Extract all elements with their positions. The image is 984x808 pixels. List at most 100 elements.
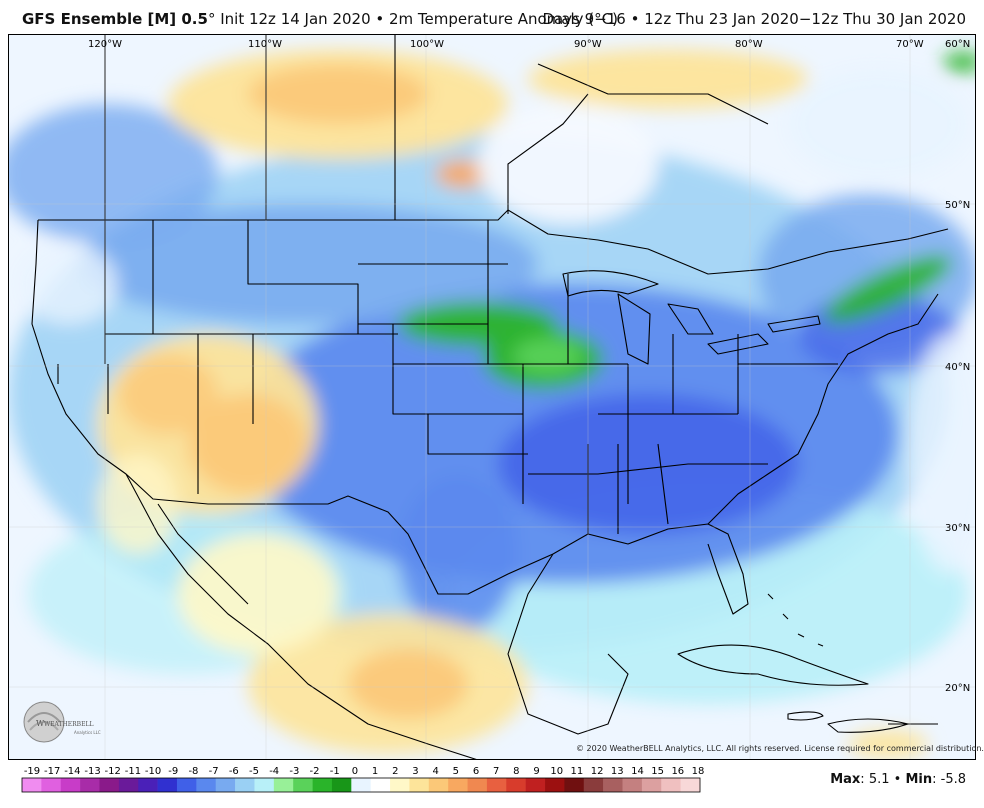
colorbar-swatch <box>409 778 430 792</box>
anomaly-map: 120°W 110°W 100°W 90°W 80°W 70°W 60°N 50… <box>8 34 976 760</box>
logo-sub: Analytics LLC <box>74 730 101 735</box>
colorbar-swatch <box>196 778 217 792</box>
colorbar-swatch <box>370 778 391 792</box>
max-value: 5.1 <box>868 772 890 787</box>
lat-label: 60°N <box>945 39 970 50</box>
colorbar-tick-label: -8 <box>188 766 198 777</box>
colorbar-tick-label: 6 <box>473 766 479 777</box>
colorbar-tick-label: 7 <box>493 766 499 777</box>
colorbar-tick-label: 0 <box>352 766 358 777</box>
colorbar-swatch <box>622 778 643 792</box>
colorbar-swatch <box>331 778 352 792</box>
copyright-notice: © 2020 WeatherBELL Analytics, LLC. All r… <box>576 744 984 753</box>
max-min-stats: Max: 5.1 • Min: -5.8 <box>830 772 966 787</box>
colorbar-swatch <box>486 778 507 792</box>
colorbar-swatch <box>254 778 275 792</box>
colorbar-tick-label: 12 <box>591 766 604 777</box>
colorbar-tick-label: -7 <box>209 766 219 777</box>
colorbar-tick-label: -14 <box>64 766 80 777</box>
svg-text:W: W <box>36 719 45 728</box>
colorbar-labels: -19 -17 -14 -13 -12 -11 -10 -9 -8 -7 -6 -5 -4 -3 -2 -1 0… <box>24 766 705 777</box>
colorbar-tick-label: 15 <box>651 766 664 777</box>
colorbar-swatch <box>273 778 294 792</box>
colorbar-tick-label: -3 <box>289 766 299 777</box>
logo-text: WEATHERBELL <box>44 721 93 728</box>
boundaries <box>31 34 949 760</box>
colorbar-tick-label: 4 <box>432 766 438 777</box>
colorbar-frame <box>21 777 701 793</box>
colorbar-tick-label: 18 <box>692 766 705 777</box>
colorbar-tick-label: -17 <box>44 766 60 777</box>
colorbar-boxes <box>21 777 701 793</box>
colorbar-swatch <box>641 778 662 792</box>
colorbar-tick-label: -10 <box>145 766 161 777</box>
colorbar-swatch <box>680 778 701 792</box>
lon-label: 90°W <box>574 39 602 50</box>
anomaly-field <box>8 49 976 758</box>
colorbar-tick-label: -12 <box>105 766 121 777</box>
colorbar-swatch <box>118 778 139 792</box>
colorbar-tick-label: -9 <box>168 766 178 777</box>
colorbar-swatch <box>60 778 81 792</box>
longitude-labels: 120°W 110°W 100°W 90°W 80°W 70°W 60°N <box>88 39 970 50</box>
degree-mark: ° <box>207 10 216 28</box>
model-name: GFS Ensemble [M] 0.5 <box>22 10 208 28</box>
colorbar-tick-label: 16 <box>671 766 684 777</box>
colorbar-tick-label: 14 <box>631 766 644 777</box>
colorbar-swatch <box>235 778 255 792</box>
colorbar-tick-label: 1 <box>372 766 378 777</box>
map-title: GFS Ensemble [M] 0.5° Init 12z 14 Jan 20… <box>22 10 618 28</box>
colorbar-tick-label: -11 <box>125 766 141 777</box>
colorbar-tick-label: 10 <box>550 766 563 777</box>
colorbar-tick-label: -5 <box>249 766 259 777</box>
colorbar-tick-label: 2 <box>392 766 398 777</box>
lat-label: 50°N <box>945 200 970 211</box>
map-frame <box>8 34 976 760</box>
colorbar-tick-label: 11 <box>571 766 584 777</box>
colorbar-swatch <box>603 778 623 792</box>
colorbar-swatch <box>390 778 410 792</box>
colorbar-swatch <box>506 778 526 792</box>
colorbar-swatch <box>467 778 488 792</box>
colorbar-swatch <box>41 778 62 792</box>
colorbar-tick-label: 9 <box>533 766 539 777</box>
colorbar-swatch <box>22 778 42 792</box>
colorbar: -19 -17 -14 -13 -12 -11 -10 -9 -8 -7 -6 -5 -4 -3 -2 -1 0… <box>21 766 705 793</box>
colorbar-swatch <box>545 778 565 792</box>
colorbar-swatch <box>661 778 681 792</box>
lon-label: 100°W <box>410 39 444 50</box>
colorbar-tick-label: -4 <box>269 766 279 777</box>
colorbar-swatch <box>157 778 178 792</box>
title-description: Init 12z 14 Jan 2020 • 2m Temperature An… <box>215 10 618 28</box>
colorbar-swatch <box>99 778 120 792</box>
colorbar-tick-label: -13 <box>84 766 100 777</box>
colorbar-tick-label: -19 <box>24 766 40 777</box>
colorbar-tick-label: 13 <box>611 766 624 777</box>
colorbar-swatch <box>176 778 197 792</box>
colorbar-swatch <box>351 778 371 792</box>
valid-period: Days 9−16 • 12z Thu 23 Jan 2020−12z Thu … <box>542 10 966 28</box>
colorbar-swatch <box>293 778 313 792</box>
graticule <box>8 34 976 760</box>
colorbar-swatch <box>525 778 546 792</box>
colorbar-tick-label: -1 <box>330 766 340 777</box>
colorbar-swatch <box>583 778 604 792</box>
colorbar-swatch <box>448 778 468 792</box>
lon-label: 80°W <box>735 39 763 50</box>
colorbar-swatch <box>428 778 449 792</box>
map-header: GFS Ensemble [M] 0.5° Init 12z 14 Jan 20… <box>0 0 984 34</box>
max-label: Max <box>830 772 861 787</box>
lat-label: 20°N <box>945 683 970 694</box>
colorbar-swatch <box>215 778 236 792</box>
weatherbell-logo: W WEATHERBELL Analytics LLC <box>22 700 112 748</box>
colorbar-tick-label: 8 <box>513 766 519 777</box>
colorbar-swatch <box>312 778 333 792</box>
stats-separator: • <box>893 772 902 787</box>
colorbar-tick-label: -6 <box>229 766 239 777</box>
colorbar-swatch <box>138 778 158 792</box>
colorbar-tick-label: -2 <box>310 766 320 777</box>
lon-label: 70°W <box>896 39 924 50</box>
colorbar-swatch <box>564 778 585 792</box>
legend-footer: -19 -17 -14 -13 -12 -11 -10 -9 -8 -7 -6 -5 -4 -3 -2 -1 0… <box>0 760 984 808</box>
colorbar-swatch <box>80 778 100 792</box>
